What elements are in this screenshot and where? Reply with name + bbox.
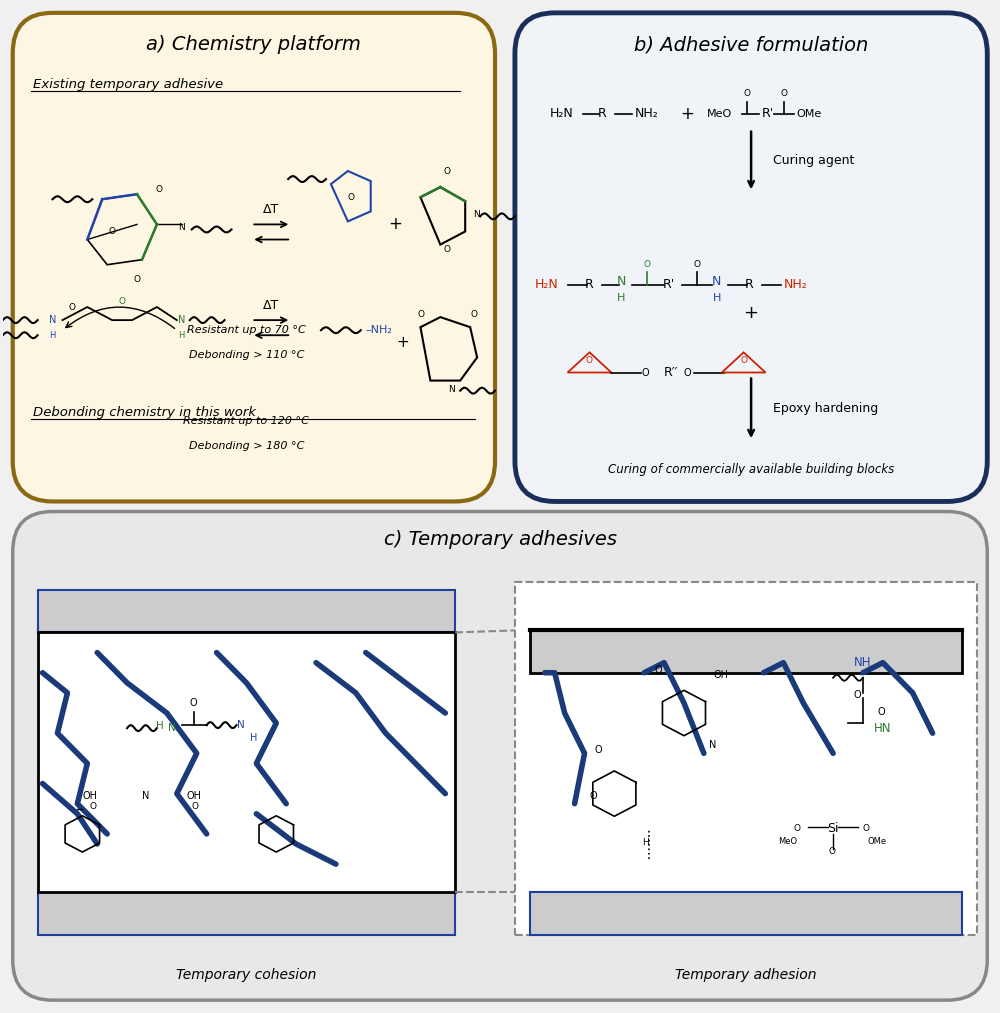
- FancyBboxPatch shape: [38, 892, 455, 935]
- Text: O: O: [683, 368, 691, 378]
- Text: N: N: [178, 315, 185, 325]
- Text: Si: Si: [827, 823, 839, 836]
- Text: MeO: MeO: [778, 837, 798, 846]
- Text: O: O: [417, 310, 424, 319]
- Text: O: O: [155, 184, 162, 193]
- Text: R′′: R′′: [664, 366, 679, 379]
- Text: N: N: [178, 223, 185, 232]
- Text: R': R': [762, 107, 774, 121]
- Text: O: O: [443, 244, 450, 253]
- Text: H: H: [250, 733, 257, 744]
- Text: R': R': [663, 279, 675, 292]
- Text: O: O: [863, 824, 870, 833]
- Text: H: H: [642, 838, 649, 847]
- Text: O: O: [693, 259, 700, 268]
- Text: a) Chemistry platform: a) Chemistry platform: [146, 35, 361, 54]
- Text: O: O: [828, 847, 835, 856]
- Text: c) Temporary adhesives: c) Temporary adhesives: [384, 530, 616, 549]
- Text: OH: OH: [714, 670, 729, 680]
- Text: Resistant up to 70 °C: Resistant up to 70 °C: [187, 325, 306, 335]
- Text: +: +: [744, 304, 759, 322]
- Text: Epoxy hardening: Epoxy hardening: [773, 402, 878, 414]
- Text: Curing of commercially available building blocks: Curing of commercially available buildin…: [608, 463, 894, 476]
- Text: N: N: [473, 211, 480, 220]
- Text: MeO: MeO: [707, 108, 732, 119]
- Text: R: R: [598, 107, 607, 121]
- Text: Existing temporary adhesive: Existing temporary adhesive: [33, 78, 223, 91]
- Text: OMe: OMe: [868, 837, 887, 846]
- FancyBboxPatch shape: [38, 632, 455, 892]
- Text: NH₂: NH₂: [634, 107, 658, 121]
- FancyBboxPatch shape: [530, 630, 962, 673]
- Text: H: H: [713, 293, 721, 303]
- Text: O: O: [594, 746, 602, 756]
- Text: +: +: [680, 104, 694, 123]
- Text: R: R: [585, 279, 594, 292]
- Text: +: +: [389, 216, 403, 233]
- Text: N: N: [448, 385, 455, 394]
- Text: N: N: [168, 723, 176, 733]
- FancyBboxPatch shape: [13, 13, 495, 501]
- Text: O: O: [109, 227, 116, 236]
- Text: O: O: [743, 89, 750, 98]
- Text: OH: OH: [187, 791, 202, 800]
- Text: O: O: [119, 298, 126, 307]
- Text: H: H: [49, 330, 56, 339]
- Text: O: O: [590, 791, 597, 800]
- Text: Debonding > 180 °C: Debonding > 180 °C: [189, 441, 304, 451]
- Text: Debonding > 110 °C: Debonding > 110 °C: [189, 350, 304, 361]
- Text: N: N: [712, 276, 721, 289]
- FancyBboxPatch shape: [530, 892, 962, 935]
- Text: O: O: [69, 303, 76, 312]
- Text: O: O: [644, 259, 651, 268]
- FancyBboxPatch shape: [13, 512, 987, 1000]
- Text: N: N: [237, 720, 244, 730]
- Text: O: O: [470, 310, 477, 319]
- FancyBboxPatch shape: [515, 13, 987, 501]
- Text: H: H: [617, 293, 626, 303]
- Text: Debonding chemistry in this work: Debonding chemistry in this work: [33, 406, 256, 418]
- Text: O: O: [347, 192, 354, 202]
- Text: O: O: [781, 89, 788, 98]
- Text: R: R: [745, 279, 754, 292]
- Text: N: N: [49, 315, 56, 325]
- Text: NH₂: NH₂: [783, 279, 807, 292]
- Text: b) Adhesive formulation: b) Adhesive formulation: [634, 35, 868, 54]
- Text: O: O: [853, 690, 861, 700]
- Text: N: N: [709, 741, 716, 751]
- Text: Curing agent: Curing agent: [773, 154, 854, 167]
- Text: O: O: [740, 356, 747, 365]
- Text: O: O: [586, 356, 593, 365]
- Text: –NH₂: –NH₂: [366, 325, 393, 335]
- Text: NH: NH: [854, 656, 872, 670]
- Text: O: O: [793, 824, 800, 833]
- Text: O: O: [443, 167, 450, 176]
- Text: H₂N: H₂N: [535, 279, 559, 292]
- Text: OMe: OMe: [796, 108, 822, 119]
- Text: O: O: [641, 368, 649, 378]
- Text: O: O: [134, 276, 141, 285]
- Text: Temporary adhesion: Temporary adhesion: [675, 968, 817, 982]
- Text: O: O: [190, 698, 198, 708]
- Text: HN: HN: [874, 721, 892, 734]
- Text: ΔT: ΔT: [263, 299, 279, 312]
- Text: Resistant up to 120 °C: Resistant up to 120 °C: [183, 415, 309, 425]
- Text: ΔT: ΔT: [263, 204, 279, 217]
- Text: O: O: [192, 801, 199, 810]
- Text: O: O: [654, 665, 662, 675]
- FancyBboxPatch shape: [515, 582, 977, 935]
- Text: Temporary cohesion: Temporary cohesion: [176, 968, 317, 982]
- FancyBboxPatch shape: [38, 591, 455, 632]
- Text: H: H: [179, 330, 185, 339]
- Text: OH: OH: [82, 791, 97, 800]
- Text: H₂N: H₂N: [550, 107, 573, 121]
- Text: O: O: [89, 801, 96, 810]
- Text: H: H: [156, 721, 164, 731]
- Text: O: O: [878, 707, 886, 717]
- Text: +: +: [396, 334, 409, 349]
- Text: N: N: [617, 276, 626, 289]
- Text: N: N: [142, 791, 149, 800]
